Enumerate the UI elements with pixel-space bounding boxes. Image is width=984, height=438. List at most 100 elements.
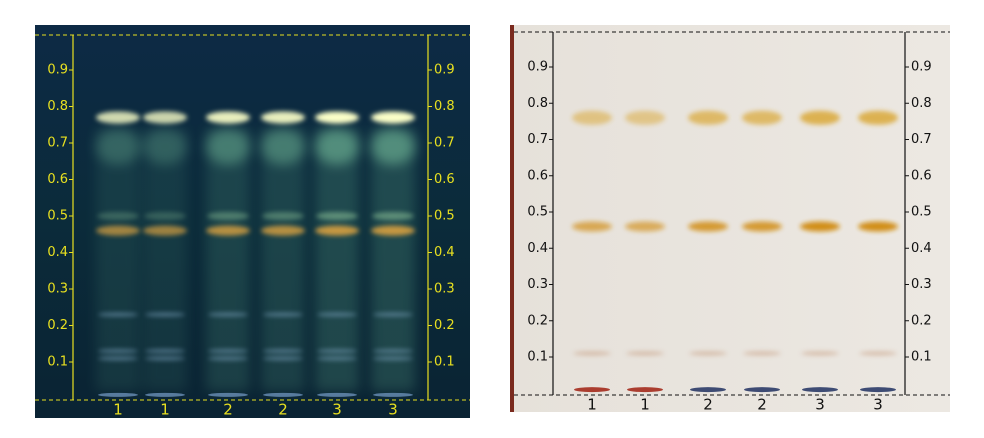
rf-label: 0.3	[911, 277, 932, 292]
rf-label: 0.8	[911, 96, 932, 111]
rf-label: 0.9	[911, 60, 932, 75]
lane-smear	[143, 128, 187, 392]
band	[859, 351, 897, 356]
rf-label: 0.5	[47, 209, 68, 224]
lane-smear	[261, 128, 305, 392]
band	[208, 356, 248, 361]
band	[316, 212, 358, 220]
band	[371, 128, 415, 165]
band	[317, 312, 357, 317]
lane-label: 2	[703, 396, 713, 414]
lane-label: 2	[278, 401, 288, 419]
rf-label: 0.9	[47, 63, 68, 78]
visible-plate: 0.9 0.9 0.8 0.8 0.7 0.7 0.6 0.6 0.5 0.5 0.4 0.4 0.3 0…	[510, 25, 950, 414]
lane-smear	[315, 128, 359, 392]
band	[858, 110, 898, 125]
band	[98, 356, 138, 361]
lane-label: 2	[223, 401, 233, 419]
rf-label: 0.7	[434, 136, 455, 151]
band	[145, 392, 185, 397]
band	[742, 110, 782, 125]
band	[317, 356, 357, 361]
rf-label: 0.2	[434, 318, 455, 333]
rf-label: 0.1	[434, 355, 455, 370]
rf-label: 0.5	[527, 205, 548, 220]
band	[96, 111, 140, 124]
rf-label: 0.7	[47, 136, 68, 151]
band	[860, 387, 896, 393]
rf-label: 0.3	[434, 282, 455, 297]
band	[97, 212, 139, 220]
band	[690, 387, 726, 393]
band	[96, 128, 140, 165]
band	[373, 392, 413, 397]
rf-label: 0.7	[911, 132, 932, 147]
band	[263, 356, 303, 361]
band	[143, 111, 187, 124]
band	[689, 351, 727, 356]
rf-label: 0.8	[527, 96, 548, 111]
band	[371, 225, 415, 236]
band	[208, 392, 248, 397]
lane-label: 3	[388, 401, 398, 419]
band	[572, 221, 612, 232]
rf-label: 0.8	[434, 99, 455, 114]
lane-label: 1	[160, 401, 170, 419]
lane-label: 3	[815, 396, 825, 414]
band	[858, 221, 898, 232]
rf-label: 0.2	[47, 318, 68, 333]
band	[261, 128, 305, 165]
plate-edge	[510, 25, 514, 412]
rf-label: 0.9	[527, 60, 548, 75]
rf-label: 0.6	[911, 168, 932, 183]
band	[802, 387, 838, 393]
rf-label: 0.3	[47, 282, 68, 297]
rf-label: 0.2	[911, 313, 932, 328]
rf-label: 0.4	[911, 241, 932, 256]
band	[98, 349, 138, 354]
uv-plate: 0.9 0.9 0.8 0.8 0.7 0.7 0.6 0.6 0.5 0.5 0.4 0.4 0.3 0…	[35, 25, 470, 419]
band	[208, 349, 248, 354]
lane-label: 1	[640, 396, 650, 414]
band	[263, 349, 303, 354]
band	[143, 128, 187, 165]
band	[626, 351, 664, 356]
rf-label: 0.8	[47, 99, 68, 114]
band	[800, 110, 840, 125]
band	[263, 312, 303, 317]
band	[742, 221, 782, 232]
rf-label: 0.1	[527, 350, 548, 365]
band	[625, 221, 665, 232]
rf-label: 0.1	[47, 355, 68, 370]
lane-label: 1	[113, 401, 123, 419]
band	[98, 312, 138, 317]
band	[145, 349, 185, 354]
band	[262, 212, 304, 220]
rf-label: 0.4	[47, 245, 68, 260]
band	[207, 212, 249, 220]
band	[261, 225, 305, 236]
band	[145, 356, 185, 361]
band	[315, 225, 359, 236]
band	[373, 312, 413, 317]
band	[625, 110, 665, 125]
lane-label: 3	[332, 401, 342, 419]
band	[688, 221, 728, 232]
band	[206, 225, 250, 236]
plate-background	[510, 25, 950, 412]
rf-label: 0.9	[434, 63, 455, 78]
rf-label: 0.6	[527, 168, 548, 183]
rf-label: 0.7	[527, 132, 548, 147]
band	[144, 212, 186, 220]
rf-label: 0.1	[911, 350, 932, 365]
band	[145, 312, 185, 317]
lane-smear	[96, 128, 140, 392]
band	[96, 225, 140, 236]
rf-label: 0.3	[527, 277, 548, 292]
rf-label: 0.4	[434, 245, 455, 260]
band	[206, 128, 250, 165]
lane-label: 3	[873, 396, 883, 414]
rf-label: 0.2	[527, 313, 548, 328]
